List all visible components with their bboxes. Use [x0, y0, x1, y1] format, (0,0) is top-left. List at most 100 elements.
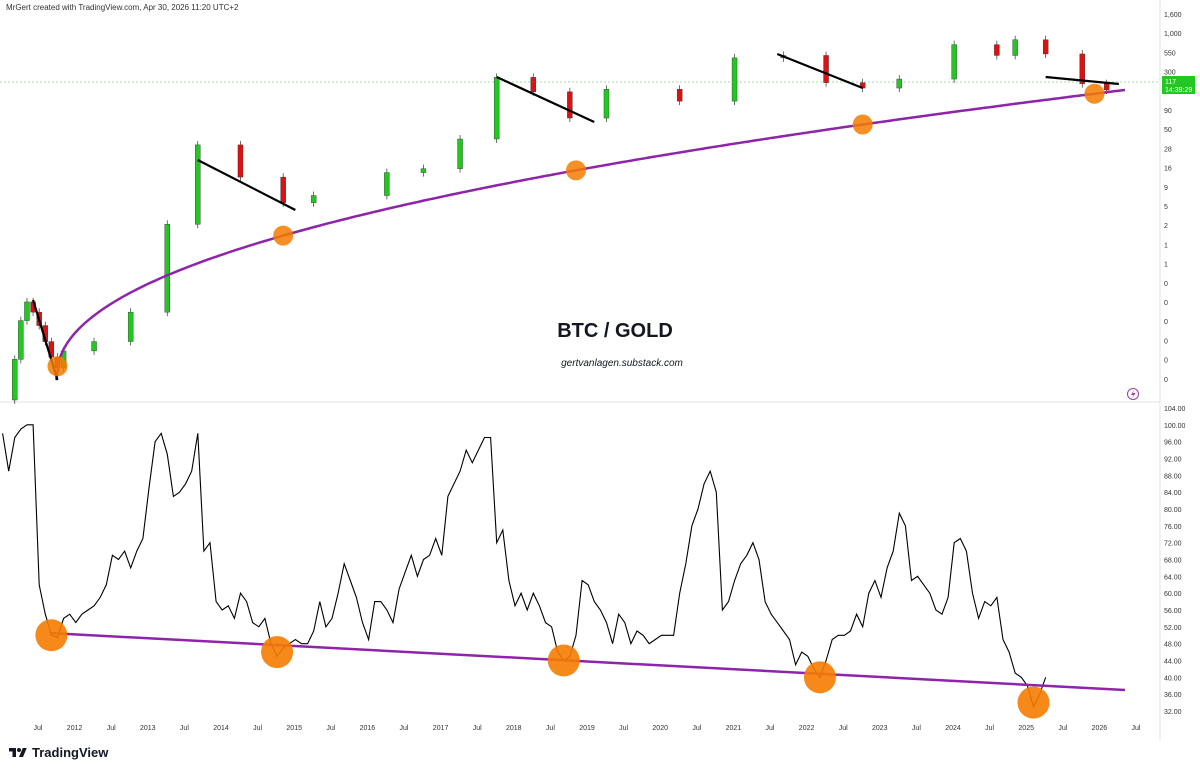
price-tick-label: 550: [1164, 50, 1176, 57]
time-tick-label: 2020: [652, 725, 668, 732]
chart-title: BTC / GOLD: [557, 320, 673, 342]
resistance-line: [1045, 75, 1119, 86]
price-tick-label: 0: [1164, 281, 1168, 288]
resistance-line: [197, 159, 296, 211]
candles-group: [12, 35, 1110, 404]
highlight-circle: [565, 160, 586, 181]
time-tick-label: Jul: [619, 725, 628, 732]
candle: [237, 144, 244, 178]
resistance-line: [776, 52, 864, 90]
oscillator-tick-label: 88.00: [1164, 473, 1182, 480]
price-tick-label: 1,600: [1164, 12, 1182, 19]
candle: [195, 144, 201, 225]
price-tick-label: 5: [1164, 204, 1168, 211]
time-tick-label: 2022: [799, 725, 815, 732]
oscillator-pane: 104.00 100.00 96.00 92.00 88.00 84.00 80.00 76.…: [2, 406, 1186, 719]
time-tick-label: Jul: [107, 725, 116, 732]
candle: [91, 341, 97, 352]
highlight-circle: [852, 114, 873, 135]
time-tick-label: Jul: [473, 725, 482, 732]
time-tick-label: 2015: [286, 725, 302, 732]
time-tick-label: Jul: [400, 725, 409, 732]
candle: [859, 82, 866, 89]
resistance-lines: [32, 52, 1119, 381]
last-price-label: 117: [1165, 79, 1176, 86]
highlight-circle: [1017, 686, 1050, 719]
time-tick-label: 2018: [506, 725, 522, 732]
time-tick-label: 2023: [872, 725, 888, 732]
tradingview-brand: TradingView: [32, 745, 109, 760]
time-tick-label: Jul: [766, 725, 775, 732]
candle: [603, 89, 610, 119]
time-tick-label: 2024: [945, 725, 961, 732]
candle: [994, 44, 1000, 56]
price-tick-label: 0: [1164, 338, 1168, 345]
highlight-circle: [273, 225, 294, 246]
highlight-circle: [47, 356, 68, 377]
price-tick-label: 0: [1164, 300, 1168, 307]
oscillator-axis: 104.00 100.00 96.00 92.00 88.00 84.00 80.00 76.…: [1164, 406, 1186, 716]
candle: [384, 172, 390, 196]
tradingview-footer: TradingView: [8, 745, 108, 760]
price-tick-label: 0: [1164, 319, 1168, 326]
time-tick-label: Jul: [692, 725, 701, 732]
oscillator-tick-label: 36.00: [1164, 692, 1182, 699]
time-tick-label: Jul: [546, 725, 555, 732]
candle: [493, 77, 500, 140]
candle: [1042, 39, 1049, 55]
candle: [164, 224, 170, 313]
candle: [530, 77, 536, 93]
highlight-circle: [547, 644, 580, 677]
time-tick-label: Jul: [912, 725, 921, 732]
price-tick-label: 1: [1164, 262, 1168, 269]
oscillator-trend-line: [51, 631, 1126, 692]
highlight-circle: [261, 636, 294, 669]
price-tick-label: 1,000: [1164, 31, 1182, 38]
candle: [567, 91, 573, 119]
candle: [420, 168, 427, 173]
time-tick-label: 2019: [579, 725, 595, 732]
price-pane: BTC / GOLD gertvanlagen.substack.com 1,6…: [0, 0, 1195, 740]
price-tick-label: 300: [1164, 70, 1176, 77]
price-tick-label: 2: [1164, 223, 1168, 230]
price-tick-label: 28: [1164, 146, 1172, 153]
time-tick-label: 2013: [140, 725, 156, 732]
time-tick-label: 2025: [1018, 725, 1034, 732]
oscillator-tick-label: 68.00: [1164, 557, 1182, 564]
candle: [127, 311, 134, 342]
time-tick-label: Jul: [34, 725, 43, 732]
highlight-circle: [35, 619, 68, 652]
time-tick-label: 2017: [433, 725, 449, 732]
oscillator-tick-label: 44.00: [1164, 658, 1182, 665]
highlight-circle: [1084, 83, 1105, 104]
oscillator-tick-label: 76.00: [1164, 524, 1182, 531]
candle: [24, 301, 30, 321]
tradingview-logo-icon: [9, 747, 27, 757]
time-tick-label: Jul: [1058, 725, 1067, 732]
oscillator-tick-label: 52.00: [1164, 625, 1182, 632]
time-tick-label: Jul: [253, 725, 262, 732]
oscillator-tick-label: 40.00: [1164, 675, 1182, 682]
chart-subtitle: gertvanlagen.substack.com: [561, 358, 683, 369]
oscillator-tick-label: 84.00: [1164, 490, 1182, 497]
time-tick-label: Jul: [326, 725, 335, 732]
oscillator-tick-label: 96.00: [1164, 440, 1182, 447]
lightning-icon[interactable]: [1127, 388, 1139, 400]
time-tick-label: 2021: [726, 725, 742, 732]
time-tick-label: 2014: [213, 725, 229, 732]
candle: [951, 44, 957, 80]
candle: [676, 89, 683, 102]
countdown-label: 14:39:29: [1165, 87, 1192, 94]
oscillator-tick-label: 72.00: [1164, 541, 1182, 548]
time-axis: Jul 2012 Jul 2013 Jul 2014 Jul 2015 Jul 2016 Jul 20…: [34, 725, 1141, 732]
oscillator-tick-label: 92.00: [1164, 456, 1182, 463]
oscillator-tick-label: 64.00: [1164, 574, 1182, 581]
time-tick-label: Jul: [985, 725, 994, 732]
time-tick-label: Jul: [1132, 725, 1141, 732]
candle: [18, 320, 24, 360]
candle: [280, 176, 286, 203]
highlight-circle: [803, 661, 836, 694]
candle: [12, 359, 18, 401]
oscillator-tick-label: 100.00: [1164, 423, 1186, 430]
